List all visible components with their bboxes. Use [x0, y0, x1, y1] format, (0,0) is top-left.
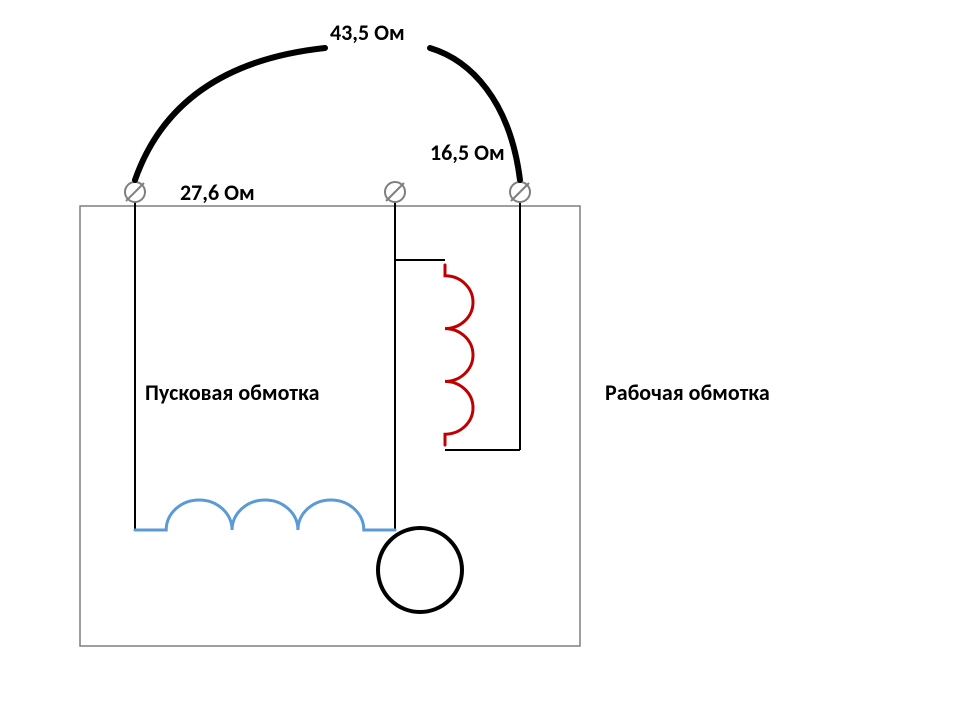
- terminal: [385, 182, 405, 202]
- label-start-resistance: 27,6 Ом: [180, 179, 255, 206]
- terminal: [125, 182, 145, 202]
- label-total-resistance: 43,5 Ом: [330, 19, 405, 46]
- enclosure-box: [80, 206, 580, 646]
- motor-winding-diagram: 43,5 Ом 27,6 Ом 16,5 Ом Пусковая обмотка Раб…: [0, 0, 976, 712]
- running-winding-coil: [445, 265, 473, 445]
- terminal: [510, 182, 530, 202]
- rotor-symbol: [378, 528, 462, 612]
- label-run-resistance: 16,5 Ом: [430, 139, 505, 166]
- label-starting-winding: Пусковая обмотка: [145, 379, 319, 406]
- label-running-winding: Рабочая обмотка: [605, 379, 770, 406]
- starting-winding-coil: [135, 500, 395, 530]
- probe-wire-left: [135, 48, 325, 180]
